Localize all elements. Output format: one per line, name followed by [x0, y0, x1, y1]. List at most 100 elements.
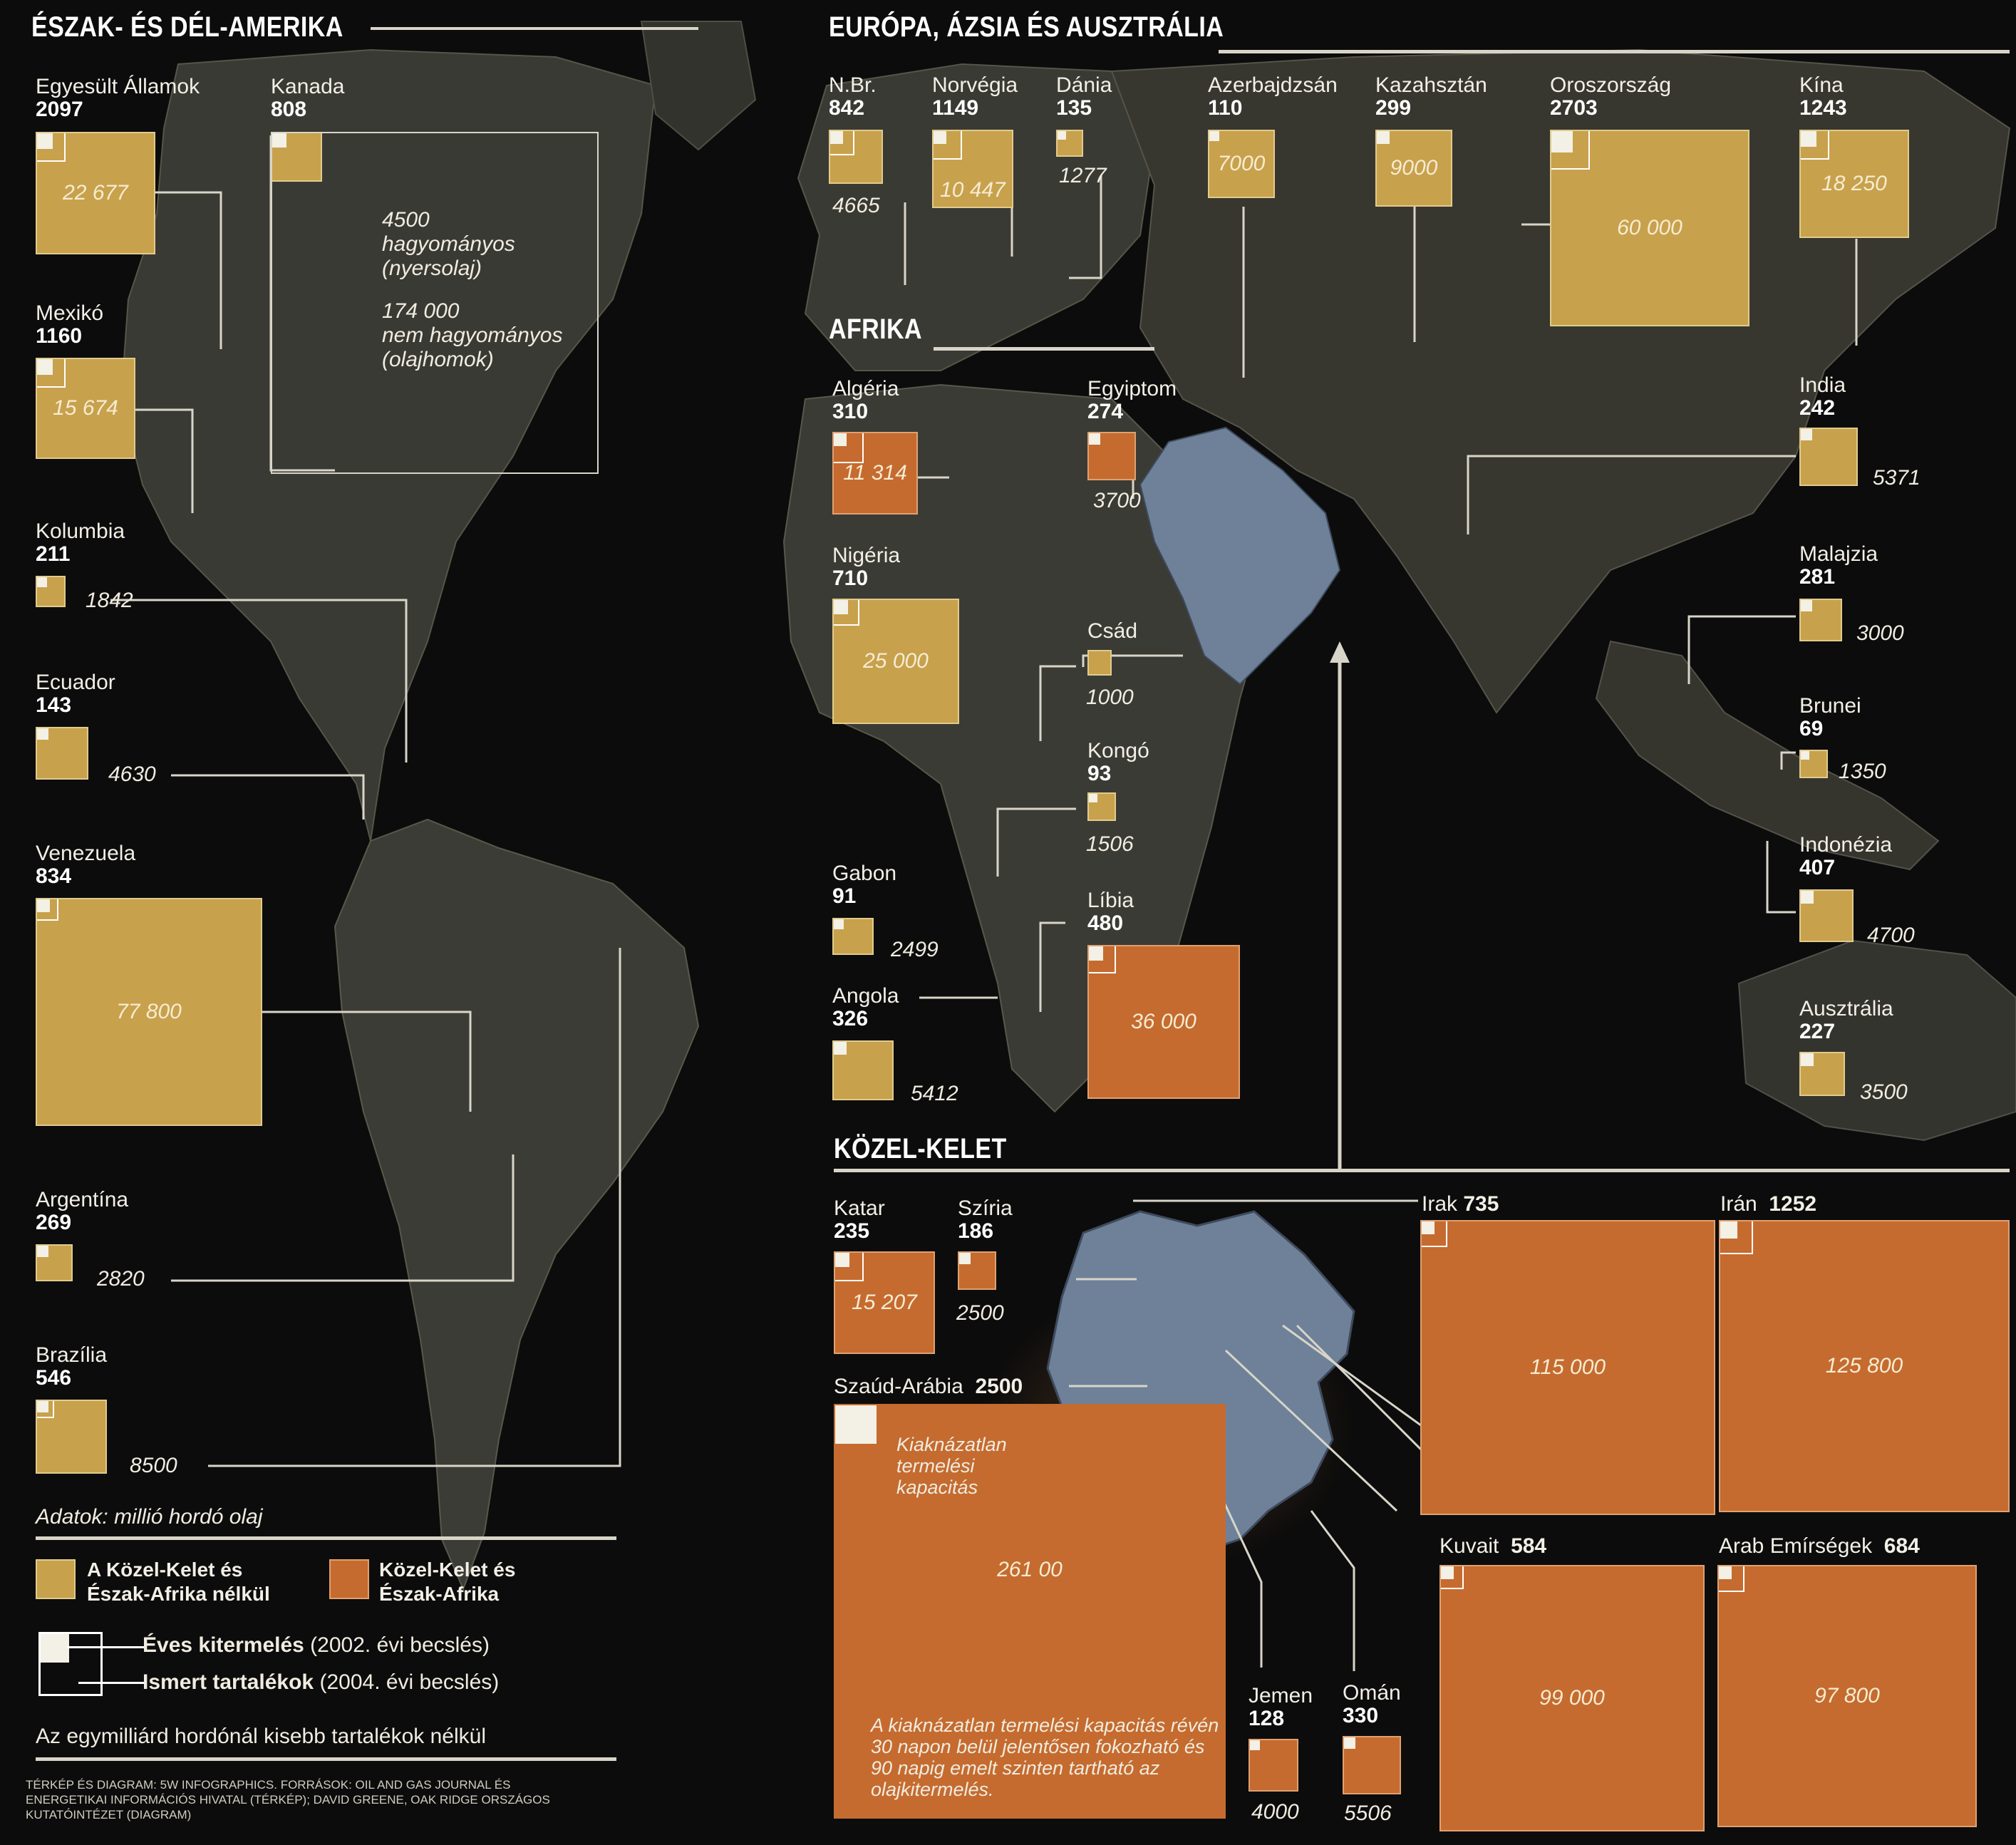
entry-colombia: Kolumbia 211: [36, 520, 125, 566]
reserve-square-brazil: [36, 1400, 107, 1474]
entry-chad: Csád: [1087, 620, 1137, 643]
reserve-value: 22 677: [63, 181, 128, 205]
country-name: Szaúd-Arábia 2500: [834, 1375, 1023, 1398]
entry-canada: Kanada 808: [271, 76, 344, 121]
production-value: 808: [271, 98, 307, 121]
reserve-value: 15 207: [852, 1291, 917, 1314]
southeast-asia-landmass: [1595, 640, 1940, 871]
production-value: 269: [36, 1211, 72, 1234]
entry-libya: Líbia 480: [1087, 889, 1134, 935]
country-name: Omán: [1343, 1681, 1401, 1705]
units-note: Adatok: millió hordó olaj: [36, 1505, 263, 1529]
reserve-square-angola: [832, 1040, 894, 1100]
reserve-value: 99 000: [1539, 1686, 1605, 1710]
production-value: 211: [36, 542, 71, 566]
threshold-note: Az egymilliárd hordónál kisebb tartaléko…: [36, 1725, 486, 1748]
reserve-square-malaysia: [1799, 599, 1842, 641]
reserve-value: 18 250: [1821, 172, 1887, 195]
country-name: Kína: [1799, 73, 1844, 97]
production-value: 407: [1799, 856, 1836, 879]
entry-uae: Arab Emírségek 684: [1719, 1535, 1920, 1558]
reserve-square-colombia: [36, 576, 66, 607]
reserve-square-russia: 60 000: [1550, 130, 1749, 326]
divider-mideast: [834, 1169, 2010, 1172]
reserve-square-norway: 10 447: [932, 130, 1013, 208]
reserve-square-venezuela: 77 800: [36, 898, 262, 1126]
reserve-value-congo: 1506: [1086, 832, 1134, 856]
entry-iran: Irán 1252: [1720, 1193, 1816, 1216]
reserve-square-iraq: 115 000: [1420, 1220, 1715, 1515]
production-value: 186: [958, 1219, 994, 1243]
legend-orange-swatch: [329, 1559, 369, 1599]
entry-malaysia: Malajzia 281: [1799, 543, 1878, 589]
reserve-value: 9000: [1390, 156, 1438, 180]
entry-egypt: Egyiptom 274: [1087, 378, 1177, 423]
header-africa: AFRIKA: [829, 314, 922, 345]
arrow-up-icon: [1330, 641, 1350, 1169]
asia-landmass: [1110, 48, 2011, 714]
header-mideast: KÖZEL-KELET: [834, 1133, 1007, 1164]
reserve-value-uk: 4665: [832, 194, 880, 217]
canada-note: 4500 hagyományos (nyersolaj) 174 000 nem…: [382, 208, 563, 371]
reserve-square-indonesia: [1799, 889, 1854, 942]
country-name: Brunei: [1799, 694, 1861, 718]
entry-algeria: Algéria 310: [832, 378, 899, 423]
production-value: 1160: [36, 324, 83, 348]
entry-saudi: Szaúd-Arábia 2500: [834, 1375, 1023, 1398]
country-name: Líbia: [1087, 889, 1134, 912]
country-name: Mexikó: [36, 301, 104, 325]
reserve-square-brunei: [1799, 750, 1828, 778]
reserve-square-egypt: [1087, 432, 1136, 480]
reserve-square-ecuador: [36, 727, 88, 780]
legend-divider-bottom: [36, 1757, 616, 1761]
reserve-value: 97 800: [1814, 1684, 1880, 1707]
legend-key-square: [38, 1632, 103, 1696]
south-america-landmass: [334, 818, 700, 1591]
reserve-value-ecuador: 4630: [108, 763, 156, 786]
reserve-value-brazil: 8500: [130, 1454, 177, 1477]
country-name: Angola: [832, 984, 899, 1008]
entry-indonesia: Indonézia 407: [1799, 834, 1892, 879]
country-name: Szíria: [958, 1197, 1013, 1220]
country-name: Jemen: [1249, 1684, 1313, 1707]
divider-americas: [371, 27, 698, 30]
reserve-square-denmark: [1056, 130, 1083, 157]
country-name: Egyesült Államok: [36, 75, 200, 98]
country-name: Csád: [1087, 619, 1138, 643]
country-name: Algéria: [832, 377, 899, 400]
reserve-square-chad: [1087, 650, 1112, 676]
entry-venezuela: Venezuela 834: [36, 842, 135, 888]
production-value: 299: [1375, 96, 1412, 120]
reserve-value-gabon: 2499: [891, 938, 939, 961]
reserve-value: 36 000: [1131, 1010, 1196, 1033]
entry-kazakhstan: Kazahsztán 299: [1375, 74, 1487, 120]
production-value: 2703: [1550, 96, 1598, 120]
legend-reserves-line: [78, 1682, 145, 1684]
country-name: Egyiptom: [1087, 377, 1177, 400]
entry-norway: Norvégia 1149: [932, 74, 1018, 120]
reserve-square-mexico: 15 674: [36, 358, 135, 459]
reserve-square-congo: [1087, 792, 1116, 821]
country-name: Kazahsztán: [1375, 73, 1487, 97]
reserve-value-colombia: 1842: [86, 589, 133, 612]
country-name: N.Br.: [829, 73, 877, 97]
reserve-square-uae: 97 800: [1717, 1565, 1977, 1827]
country-name: Malajzia: [1799, 542, 1878, 566]
entry-brunei: Brunei 69: [1799, 695, 1861, 740]
entry-azerbaijan: Azerbajdzsán 110: [1208, 74, 1338, 120]
production-value: 69: [1799, 717, 1824, 740]
reserve-value: 60 000: [1617, 216, 1682, 239]
reserve-square-saudi: 261 00: [834, 1404, 1226, 1819]
reserve-square-qatar: 15 207: [834, 1251, 935, 1354]
spare-capacity-label: Kiaknázatlan termelési kapacitás: [896, 1434, 1007, 1498]
entry-oman: Omán 330: [1343, 1682, 1401, 1727]
entry-india: India 242: [1799, 374, 1846, 420]
reserve-square-china: 18 250: [1799, 130, 1909, 238]
country-name: Irak 735: [1422, 1192, 1499, 1216]
production-value: 242: [1799, 396, 1836, 420]
production-value: 128: [1249, 1707, 1285, 1730]
country-name: India: [1799, 373, 1846, 397]
reserve-value-indonesia: 4700: [1867, 924, 1915, 947]
reserve-square-gabon: [832, 918, 874, 955]
